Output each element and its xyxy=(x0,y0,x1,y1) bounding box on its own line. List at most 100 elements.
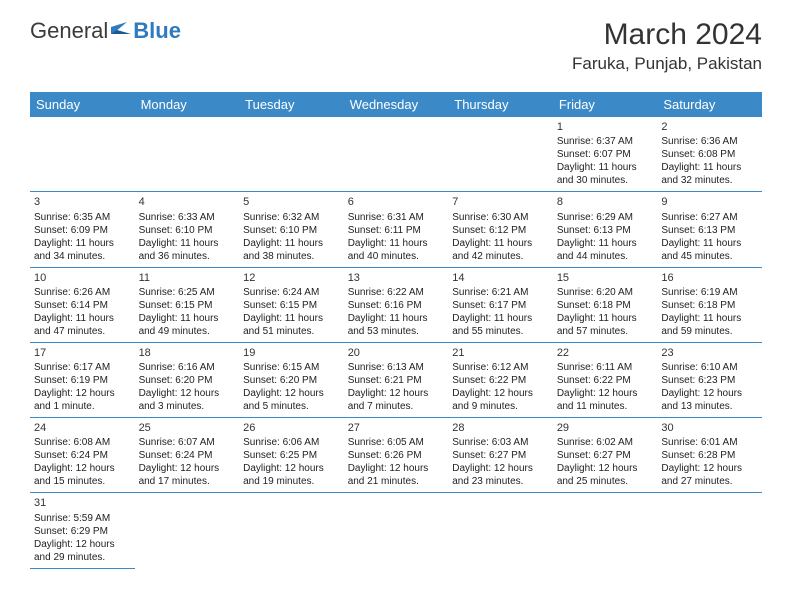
sunrise-line: Sunrise: 6:06 AM xyxy=(243,436,340,449)
weekday-header: Wednesday xyxy=(344,92,449,117)
flag-icon xyxy=(111,22,131,36)
sunrise-line: Sunrise: 6:13 AM xyxy=(348,361,445,374)
daylight-line-1: Daylight: 11 hours xyxy=(557,312,654,325)
calendar-cell: 5Sunrise: 6:32 AMSunset: 6:10 PMDaylight… xyxy=(239,192,344,267)
sunrise-line: Sunrise: 6:32 AM xyxy=(243,211,340,224)
daylight-line-2: and 34 minutes. xyxy=(34,250,131,263)
calendar-cell xyxy=(135,117,240,192)
sunset-line: Sunset: 6:08 PM xyxy=(661,148,758,161)
calendar-week-row: 24Sunrise: 6:08 AMSunset: 6:24 PMDayligh… xyxy=(30,418,762,493)
daylight-line-1: Daylight: 11 hours xyxy=(452,312,549,325)
sunset-line: Sunset: 6:11 PM xyxy=(348,224,445,237)
daylight-line-2: and 19 minutes. xyxy=(243,475,340,488)
daylight-line-2: and 53 minutes. xyxy=(348,325,445,338)
sunrise-line: Sunrise: 6:17 AM xyxy=(34,361,131,374)
daylight-line-1: Daylight: 12 hours xyxy=(557,387,654,400)
day-number: 5 xyxy=(243,194,340,210)
calendar-cell: 13Sunrise: 6:22 AMSunset: 6:16 PMDayligh… xyxy=(344,267,449,342)
calendar-cell: 15Sunrise: 6:20 AMSunset: 6:18 PMDayligh… xyxy=(553,267,658,342)
daylight-line-1: Daylight: 12 hours xyxy=(139,462,236,475)
daylight-line-1: Daylight: 12 hours xyxy=(661,387,758,400)
daylight-line-2: and 1 minute. xyxy=(34,400,131,413)
calendar-cell xyxy=(135,493,240,568)
daylight-line-1: Daylight: 11 hours xyxy=(661,237,758,250)
day-number: 28 xyxy=(452,420,549,436)
weekday-header: Monday xyxy=(135,92,240,117)
calendar-cell: 4Sunrise: 6:33 AMSunset: 6:10 PMDaylight… xyxy=(135,192,240,267)
day-number: 8 xyxy=(557,194,654,210)
day-number: 21 xyxy=(452,345,549,361)
day-number: 27 xyxy=(348,420,445,436)
calendar-cell: 23Sunrise: 6:10 AMSunset: 6:23 PMDayligh… xyxy=(657,342,762,417)
daylight-line-1: Daylight: 12 hours xyxy=(34,387,131,400)
daylight-line-2: and 30 minutes. xyxy=(557,174,654,187)
weekday-header: Sunday xyxy=(30,92,135,117)
calendar-cell: 24Sunrise: 6:08 AMSunset: 6:24 PMDayligh… xyxy=(30,418,135,493)
calendar-cell: 8Sunrise: 6:29 AMSunset: 6:13 PMDaylight… xyxy=(553,192,658,267)
calendar-cell: 20Sunrise: 6:13 AMSunset: 6:21 PMDayligh… xyxy=(344,342,449,417)
logo: General Blue xyxy=(30,18,181,44)
daylight-line-2: and 38 minutes. xyxy=(243,250,340,263)
sunset-line: Sunset: 6:19 PM xyxy=(34,374,131,387)
day-number: 7 xyxy=(452,194,549,210)
daylight-line-2: and 9 minutes. xyxy=(452,400,549,413)
day-number: 15 xyxy=(557,270,654,286)
daylight-line-2: and 5 minutes. xyxy=(243,400,340,413)
daylight-line-2: and 57 minutes. xyxy=(557,325,654,338)
sunset-line: Sunset: 6:13 PM xyxy=(661,224,758,237)
sunrise-line: Sunrise: 6:37 AM xyxy=(557,135,654,148)
sunset-line: Sunset: 6:14 PM xyxy=(34,299,131,312)
month-title: March 2024 xyxy=(572,18,762,52)
calendar-cell xyxy=(657,493,762,568)
sunrise-line: Sunrise: 6:21 AM xyxy=(452,286,549,299)
calendar-cell: 11Sunrise: 6:25 AMSunset: 6:15 PMDayligh… xyxy=(135,267,240,342)
weekday-header: Friday xyxy=(553,92,658,117)
sunset-line: Sunset: 6:20 PM xyxy=(243,374,340,387)
calendar-cell: 9Sunrise: 6:27 AMSunset: 6:13 PMDaylight… xyxy=(657,192,762,267)
calendar-cell xyxy=(553,493,658,568)
sunset-line: Sunset: 6:27 PM xyxy=(557,449,654,462)
sunset-line: Sunset: 6:07 PM xyxy=(557,148,654,161)
sunrise-line: Sunrise: 6:24 AM xyxy=(243,286,340,299)
sunrise-line: Sunrise: 6:20 AM xyxy=(557,286,654,299)
calendar-cell: 3Sunrise: 6:35 AMSunset: 6:09 PMDaylight… xyxy=(30,192,135,267)
sunrise-line: Sunrise: 6:08 AM xyxy=(34,436,131,449)
calendar-cell: 1Sunrise: 6:37 AMSunset: 6:07 PMDaylight… xyxy=(553,117,658,192)
calendar-cell: 12Sunrise: 6:24 AMSunset: 6:15 PMDayligh… xyxy=(239,267,344,342)
daylight-line-1: Daylight: 12 hours xyxy=(243,387,340,400)
daylight-line-2: and 17 minutes. xyxy=(139,475,236,488)
day-number: 29 xyxy=(557,420,654,436)
location: Faruka, Punjab, Pakistan xyxy=(572,54,762,74)
calendar-cell xyxy=(30,117,135,192)
daylight-line-2: and 25 minutes. xyxy=(557,475,654,488)
day-number: 31 xyxy=(34,495,131,511)
daylight-line-2: and 21 minutes. xyxy=(348,475,445,488)
calendar-cell: 30Sunrise: 6:01 AMSunset: 6:28 PMDayligh… xyxy=(657,418,762,493)
sunset-line: Sunset: 6:25 PM xyxy=(243,449,340,462)
day-number: 10 xyxy=(34,270,131,286)
sunrise-line: Sunrise: 6:07 AM xyxy=(139,436,236,449)
sunset-line: Sunset: 6:22 PM xyxy=(452,374,549,387)
calendar-cell xyxy=(239,117,344,192)
day-number: 1 xyxy=(557,119,654,135)
daylight-line-1: Daylight: 11 hours xyxy=(557,237,654,250)
sunrise-line: Sunrise: 6:33 AM xyxy=(139,211,236,224)
daylight-line-1: Daylight: 11 hours xyxy=(34,312,131,325)
daylight-line-1: Daylight: 11 hours xyxy=(243,312,340,325)
day-number: 3 xyxy=(34,194,131,210)
calendar-cell xyxy=(344,493,449,568)
day-number: 22 xyxy=(557,345,654,361)
header: General Blue March 2024 Faruka, Punjab, … xyxy=(30,18,762,74)
sunset-line: Sunset: 6:20 PM xyxy=(139,374,236,387)
daylight-line-1: Daylight: 12 hours xyxy=(34,538,131,551)
daylight-line-1: Daylight: 11 hours xyxy=(661,312,758,325)
daylight-line-2: and 7 minutes. xyxy=(348,400,445,413)
sunset-line: Sunset: 6:09 PM xyxy=(34,224,131,237)
calendar-cell: 6Sunrise: 6:31 AMSunset: 6:11 PMDaylight… xyxy=(344,192,449,267)
sunrise-line: Sunrise: 6:19 AM xyxy=(661,286,758,299)
calendar-week-row: 17Sunrise: 6:17 AMSunset: 6:19 PMDayligh… xyxy=(30,342,762,417)
daylight-line-1: Daylight: 12 hours xyxy=(139,387,236,400)
sunset-line: Sunset: 6:10 PM xyxy=(243,224,340,237)
daylight-line-1: Daylight: 12 hours xyxy=(348,387,445,400)
calendar-cell: 26Sunrise: 6:06 AMSunset: 6:25 PMDayligh… xyxy=(239,418,344,493)
